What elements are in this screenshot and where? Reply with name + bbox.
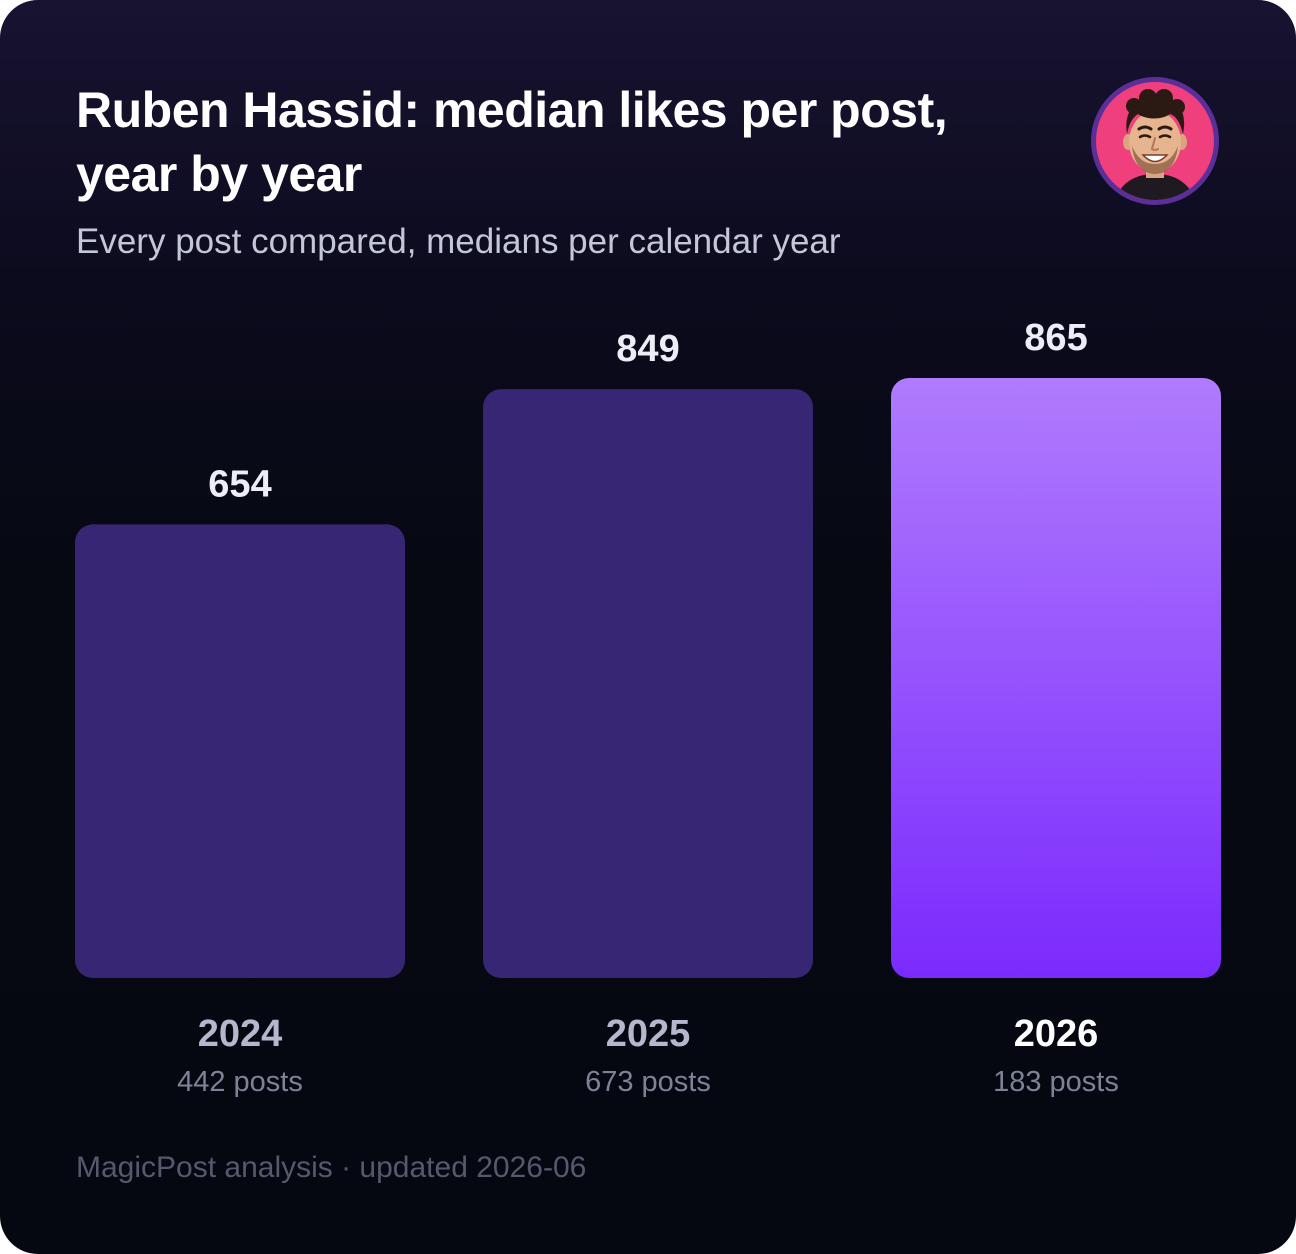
person-avatar-icon [1091,77,1219,205]
post-count-label-2025: 673 posts [585,1066,711,1098]
category-label-2026: 2026 [1014,1013,1099,1055]
value-label-2024: 654 [208,463,271,505]
bar-2026 [891,378,1221,978]
chart-subtitle: Every post compared, medians per calenda… [76,222,841,261]
bar-2025 [483,389,813,978]
chart-title: Ruben Hassid: median likes per post, yea… [76,82,948,202]
footer-credit: MagicPost analysis · updated 2026-06 [76,1151,587,1184]
value-label-2026: 865 [1024,317,1087,359]
value-label-2025: 849 [616,328,679,370]
category-label-2025: 2025 [606,1013,691,1055]
post-count-label-2024: 442 posts [177,1066,303,1098]
post-count-label-2026: 183 posts [993,1066,1119,1098]
bar-2024 [75,524,405,978]
category-label-2024: 2024 [198,1013,283,1055]
